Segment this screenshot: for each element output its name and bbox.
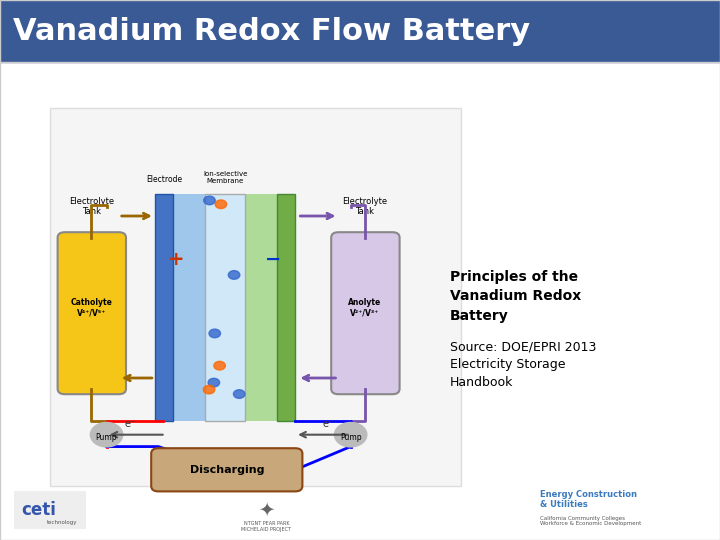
- Circle shape: [209, 329, 220, 338]
- Circle shape: [208, 379, 220, 387]
- Text: technology: technology: [47, 519, 77, 525]
- Bar: [245, 194, 277, 421]
- Text: Vanadium Redox Flow Battery: Vanadium Redox Flow Battery: [13, 17, 530, 45]
- FancyBboxPatch shape: [151, 448, 302, 491]
- Text: Electrolyte
Tank: Electrolyte Tank: [69, 197, 114, 216]
- Circle shape: [215, 200, 227, 208]
- Text: Principles of the
Vanadium Redox
Battery: Principles of the Vanadium Redox Battery: [450, 270, 581, 323]
- Circle shape: [335, 423, 366, 447]
- Circle shape: [228, 271, 240, 279]
- Text: Catholyte
V⁴⁺/V⁵⁺: Catholyte V⁴⁺/V⁵⁺: [71, 298, 112, 318]
- Text: ✦: ✦: [258, 501, 274, 520]
- Text: Pump: Pump: [340, 433, 361, 442]
- Bar: [50, 108, 461, 486]
- Circle shape: [204, 196, 215, 205]
- Text: Electrode: Electrode: [146, 174, 182, 184]
- Circle shape: [233, 390, 245, 399]
- Bar: [205, 194, 245, 421]
- Bar: [277, 194, 295, 421]
- FancyBboxPatch shape: [58, 232, 126, 394]
- Bar: [173, 194, 205, 421]
- Text: NTGNT PEAR PARK
MICHELAID PROJECT: NTGNT PEAR PARK MICHELAID PROJECT: [241, 521, 292, 532]
- Text: Pump: Pump: [96, 433, 117, 442]
- Text: California Community Colleges
Workforce & Economic Development: California Community Colleges Workforce …: [540, 516, 642, 526]
- Bar: [14, 491, 86, 529]
- Circle shape: [203, 385, 215, 394]
- Text: ceti: ceti: [22, 501, 56, 519]
- Text: e⁻: e⁻: [124, 419, 135, 429]
- Text: Discharging: Discharging: [189, 465, 264, 475]
- Circle shape: [214, 361, 225, 370]
- Bar: [155, 194, 173, 421]
- Text: Anolyte
V²⁺/V³⁺: Anolyte V²⁺/V³⁺: [348, 298, 382, 318]
- Text: Ion-selective
Membrane: Ion-selective Membrane: [203, 171, 248, 184]
- Bar: [0, 0, 720, 62]
- Text: Source: DOE/EPRI 2013
Electricity Storage
Handbook: Source: DOE/EPRI 2013 Electricity Storag…: [450, 340, 596, 389]
- Text: −: −: [266, 249, 282, 269]
- Text: Energy Construction
& Utilities: Energy Construction & Utilities: [540, 490, 637, 509]
- FancyBboxPatch shape: [331, 232, 400, 394]
- Text: Electrolyte
Tank: Electrolyte Tank: [343, 197, 387, 216]
- Text: e⁻: e⁻: [322, 419, 333, 429]
- Text: +: +: [168, 249, 184, 269]
- Circle shape: [91, 423, 122, 447]
